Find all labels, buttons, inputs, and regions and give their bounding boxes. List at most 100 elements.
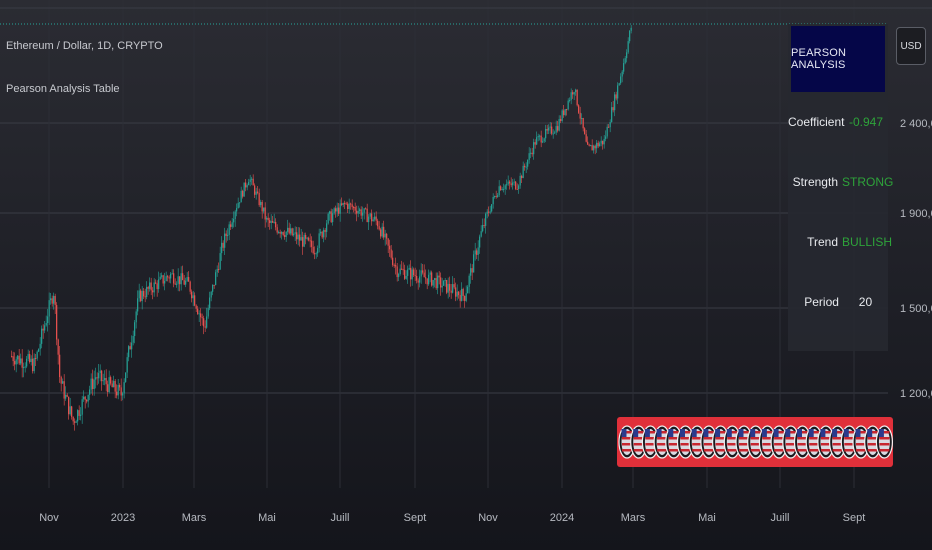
candle-body (128, 346, 130, 358)
candle-body (513, 181, 515, 183)
candle-body (194, 295, 196, 306)
candle-body (99, 370, 101, 374)
candle-body (318, 233, 320, 249)
candle-body (447, 283, 449, 293)
row-key: Period (804, 295, 839, 309)
x-tick-label: 2023 (111, 512, 135, 524)
candle-body (539, 135, 541, 137)
pearson-table-title: PEARSON ANALYSIS (791, 26, 885, 92)
candle-body (279, 231, 281, 234)
candle-body (212, 284, 214, 292)
candle-body (377, 220, 379, 227)
candle-body (605, 136, 607, 139)
candle-body (75, 421, 77, 423)
candle-body (593, 145, 595, 151)
y-tick-label: 1 900,00 (900, 208, 932, 220)
candle-body (306, 237, 308, 239)
candle-body (423, 272, 425, 278)
candle-body (114, 380, 116, 392)
candle-body (338, 207, 340, 214)
candle-body (33, 357, 35, 372)
candle-body (72, 416, 74, 422)
candle-body (216, 269, 218, 273)
candle-body (435, 278, 437, 289)
candle-body (533, 142, 535, 155)
candle-body (137, 298, 139, 312)
candle-body (345, 203, 347, 205)
candle-body (608, 126, 610, 128)
candle-body (125, 372, 127, 383)
candle-body (497, 195, 499, 197)
us-flag-icon (805, 425, 823, 459)
row-key: Trend (807, 235, 838, 249)
candle-body (197, 308, 199, 314)
candle-body (144, 296, 146, 298)
candle-body (201, 317, 203, 319)
candle-body (188, 277, 190, 282)
us-flag-icon (747, 425, 765, 459)
candle-body (627, 41, 629, 53)
candle-body (23, 367, 25, 369)
candle-body (353, 207, 355, 209)
candle-body (516, 188, 518, 190)
candle-body (18, 355, 20, 364)
candle-body (36, 351, 38, 359)
candle-body (525, 166, 527, 168)
candle-body (584, 128, 586, 135)
candle-body (437, 275, 439, 289)
candle-body (308, 237, 310, 241)
candle-body (444, 280, 446, 282)
candle-body (485, 213, 487, 226)
candle-body (501, 189, 503, 191)
candle-body (108, 377, 110, 393)
candle-body (176, 283, 178, 285)
candle-body (89, 389, 91, 395)
candle-body (626, 52, 628, 59)
candle-body (515, 181, 517, 189)
candle-body (21, 358, 23, 368)
candle-body (237, 202, 239, 209)
candle-body (456, 291, 458, 297)
candle-body (470, 268, 472, 276)
candle-body (257, 191, 259, 193)
candle-body (617, 85, 619, 99)
us-flag-icon (641, 425, 660, 459)
x-tick-label: Nov (39, 512, 59, 524)
candle-body (528, 153, 530, 160)
us-flag-icon (653, 425, 671, 459)
candle-body (290, 228, 292, 234)
candle-body (215, 272, 217, 286)
candle-body (65, 394, 67, 399)
row-value: -0.947 (848, 115, 884, 129)
candle-body (293, 233, 295, 236)
candle-body (560, 119, 562, 122)
candle-body (161, 275, 163, 277)
candle-body (224, 233, 226, 248)
candle-body (459, 295, 461, 301)
candle-body (359, 209, 361, 211)
candle-body (326, 223, 328, 232)
candle-body (602, 140, 604, 145)
candle-body (389, 245, 391, 250)
candle-body (375, 216, 377, 221)
candle-body (239, 202, 241, 204)
candle-body (339, 203, 341, 214)
candle-body (486, 211, 488, 214)
candle-body (134, 322, 136, 336)
candle-body (455, 287, 457, 297)
pearson-row-period: Period 20 (788, 272, 888, 332)
us-flag-icon (817, 425, 835, 459)
candle-body (173, 273, 175, 284)
candle-body (629, 30, 631, 42)
candle-body (278, 231, 280, 233)
candle-body (56, 305, 58, 340)
currency-badge[interactable]: USD (896, 27, 926, 65)
candle-body (186, 277, 188, 281)
candle-body (360, 209, 362, 216)
candle-body (258, 192, 260, 206)
candle-body (321, 231, 323, 238)
candle-body (113, 380, 115, 388)
us-flag-icon (676, 425, 695, 459)
x-tick-label: 2024 (550, 512, 574, 524)
